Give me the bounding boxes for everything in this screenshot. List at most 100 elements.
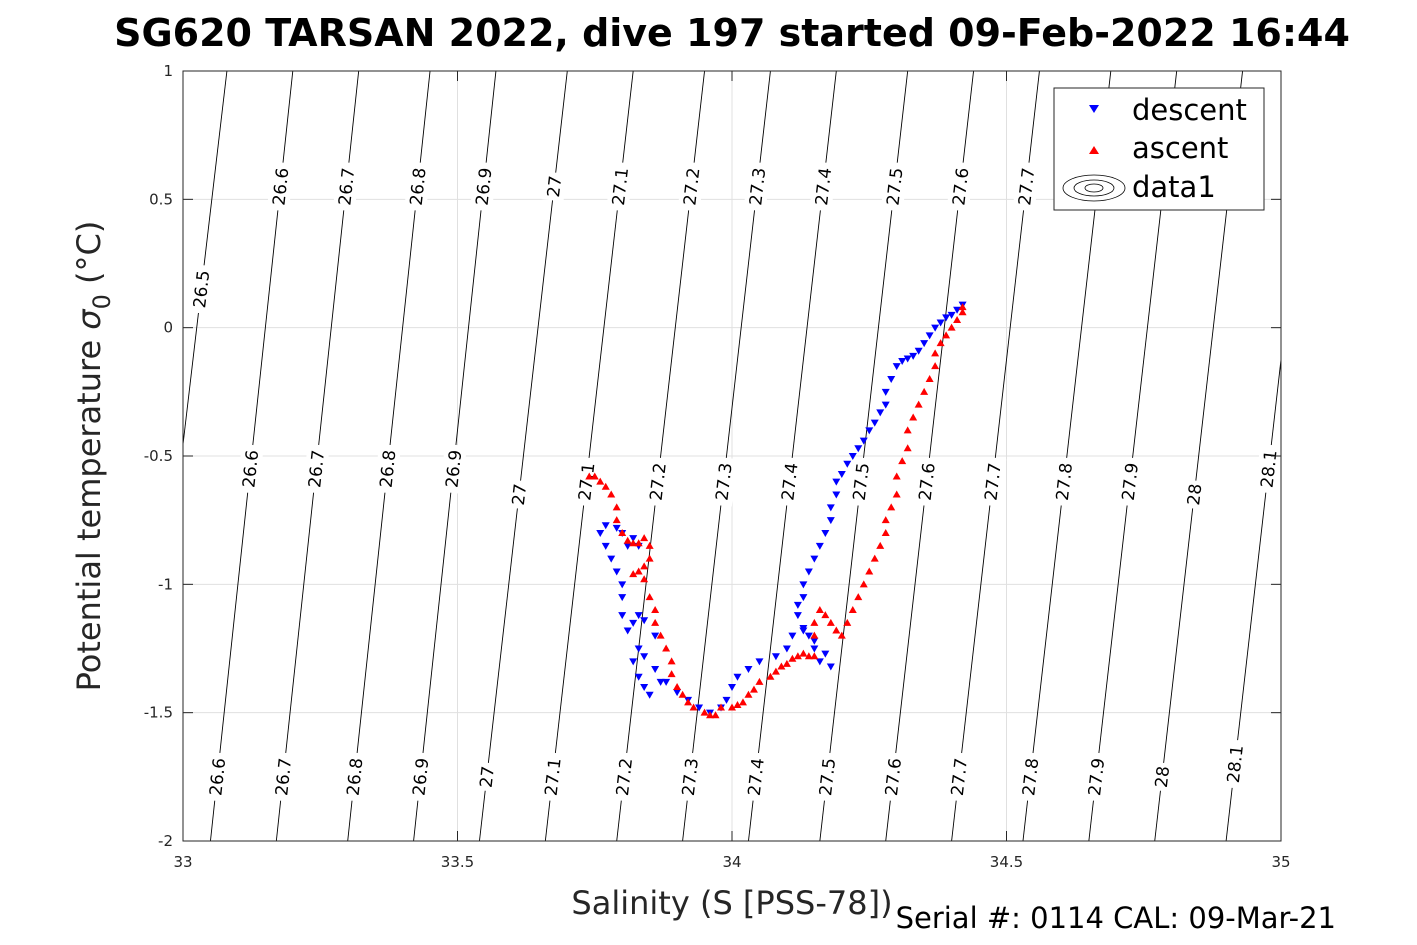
ascent-point xyxy=(958,303,967,311)
descent-point xyxy=(799,581,808,589)
descent-point xyxy=(799,594,808,602)
ascent-point xyxy=(832,626,841,634)
descent-point xyxy=(618,612,627,620)
isopycnal-label: 27.2 xyxy=(610,751,638,802)
descent-point xyxy=(826,504,835,512)
ascent-point xyxy=(920,387,929,395)
ascent-point xyxy=(744,690,753,698)
ascent-point xyxy=(766,672,775,680)
ascent-point xyxy=(629,539,638,547)
descent-point xyxy=(596,530,605,537)
descent-point xyxy=(793,601,802,609)
svg-text:27.2: 27.2 xyxy=(613,757,637,797)
x-tick-label: 33 xyxy=(173,853,192,871)
ascent-point xyxy=(711,711,720,719)
descent-point xyxy=(848,453,857,460)
ascent-point xyxy=(601,482,610,490)
ascent-point xyxy=(788,654,797,662)
svg-text:28: 28 xyxy=(1184,483,1206,507)
ascent-point xyxy=(810,618,819,626)
descent-point xyxy=(826,517,835,525)
isopycnal-label: 27.6 xyxy=(946,161,975,212)
svg-text:27.9: 27.9 xyxy=(1119,462,1143,502)
ascent-point xyxy=(843,618,852,626)
svg-text:27.7: 27.7 xyxy=(982,462,1006,502)
descent-point xyxy=(618,581,627,589)
ascent-point xyxy=(848,606,857,613)
descent-point xyxy=(881,388,890,396)
descent-point xyxy=(843,460,852,468)
y-tick-label: 0 xyxy=(163,319,173,337)
svg-text:26.5: 26.5 xyxy=(190,269,214,309)
isopycnal-label: 27.7 xyxy=(978,456,1007,507)
descent-point xyxy=(887,376,896,383)
svg-text:27.5: 27.5 xyxy=(816,757,840,797)
ascent-point xyxy=(953,315,962,323)
svg-text:27.1: 27.1 xyxy=(542,757,566,797)
ascent-point xyxy=(810,652,819,660)
ascent-point xyxy=(667,657,676,665)
descent-point xyxy=(634,645,643,653)
descent-point xyxy=(865,427,874,435)
descent-point xyxy=(634,673,643,681)
svg-text:27.8: 27.8 xyxy=(1053,462,1077,502)
ascent-point xyxy=(810,631,819,639)
ascent-point xyxy=(738,698,747,706)
ascent-point xyxy=(837,631,846,639)
svg-text:27.1: 27.1 xyxy=(575,462,599,502)
svg-text:27.6: 27.6 xyxy=(882,757,906,797)
descent-point xyxy=(733,673,742,681)
svg-text:26.6: 26.6 xyxy=(206,757,230,797)
descent-point xyxy=(601,542,610,550)
ascent-point xyxy=(925,375,934,382)
legend-ascent-marker xyxy=(1089,146,1099,154)
isopycnal-label: 28.1 xyxy=(1221,738,1249,790)
svg-text:27.5: 27.5 xyxy=(883,167,907,207)
density-contours: 26.5 26.6 26.6 26.6 26.7 26.7 26.7 26.8 26.8 26.8… xyxy=(183,71,1281,841)
descent-point xyxy=(810,645,819,653)
isopycnal-label: 27.3 xyxy=(709,456,738,507)
svg-text:27.5: 27.5 xyxy=(850,462,874,502)
y-tick-label: -1.5 xyxy=(144,704,173,722)
ascent-point xyxy=(612,516,621,524)
isopycnal-label: 27.8 xyxy=(1050,456,1078,507)
ascent-point xyxy=(706,711,715,719)
y-tick-label: 0.5 xyxy=(149,190,173,208)
descent-point xyxy=(722,696,731,704)
descent-point xyxy=(810,637,819,645)
descent-point xyxy=(673,689,682,697)
ascent-point xyxy=(634,539,643,547)
descent-point xyxy=(629,535,638,543)
legend-ascent-label: ascent xyxy=(1132,131,1228,165)
descent-point xyxy=(640,684,649,691)
y-tick-label: -1 xyxy=(158,575,173,593)
isopycnal-label: 26.9 xyxy=(439,443,467,494)
ascent-point xyxy=(793,652,802,660)
descent-point xyxy=(629,658,638,666)
y-tick-label: 1 xyxy=(163,62,173,80)
ascent-point xyxy=(887,503,896,511)
svg-text:27.3: 27.3 xyxy=(679,757,703,797)
descent-point xyxy=(821,650,830,658)
ascent-point xyxy=(892,472,901,480)
ascent-point xyxy=(645,593,654,601)
descent-point xyxy=(920,340,929,348)
isopycnal-label: 26.6 xyxy=(236,443,264,494)
descent-point xyxy=(832,491,841,499)
svg-text:27: 27 xyxy=(509,483,531,507)
descent-point xyxy=(821,530,830,537)
descent-point xyxy=(859,437,868,445)
svg-text:27: 27 xyxy=(544,175,566,199)
ascent-point xyxy=(629,570,638,578)
ascent-point xyxy=(651,606,660,613)
svg-text:26.8: 26.8 xyxy=(344,757,368,797)
isopycnal-label: 26.7 xyxy=(332,161,360,212)
isopycnal-label: 27.8 xyxy=(1016,751,1044,802)
ascent-point xyxy=(804,652,813,660)
ascent-point xyxy=(777,662,786,670)
isopycnal-label: 26.9 xyxy=(406,751,434,802)
ascent-point xyxy=(645,541,654,549)
descent-point xyxy=(892,363,901,371)
descent-point xyxy=(623,627,632,635)
svg-text:27.6: 27.6 xyxy=(916,462,940,502)
